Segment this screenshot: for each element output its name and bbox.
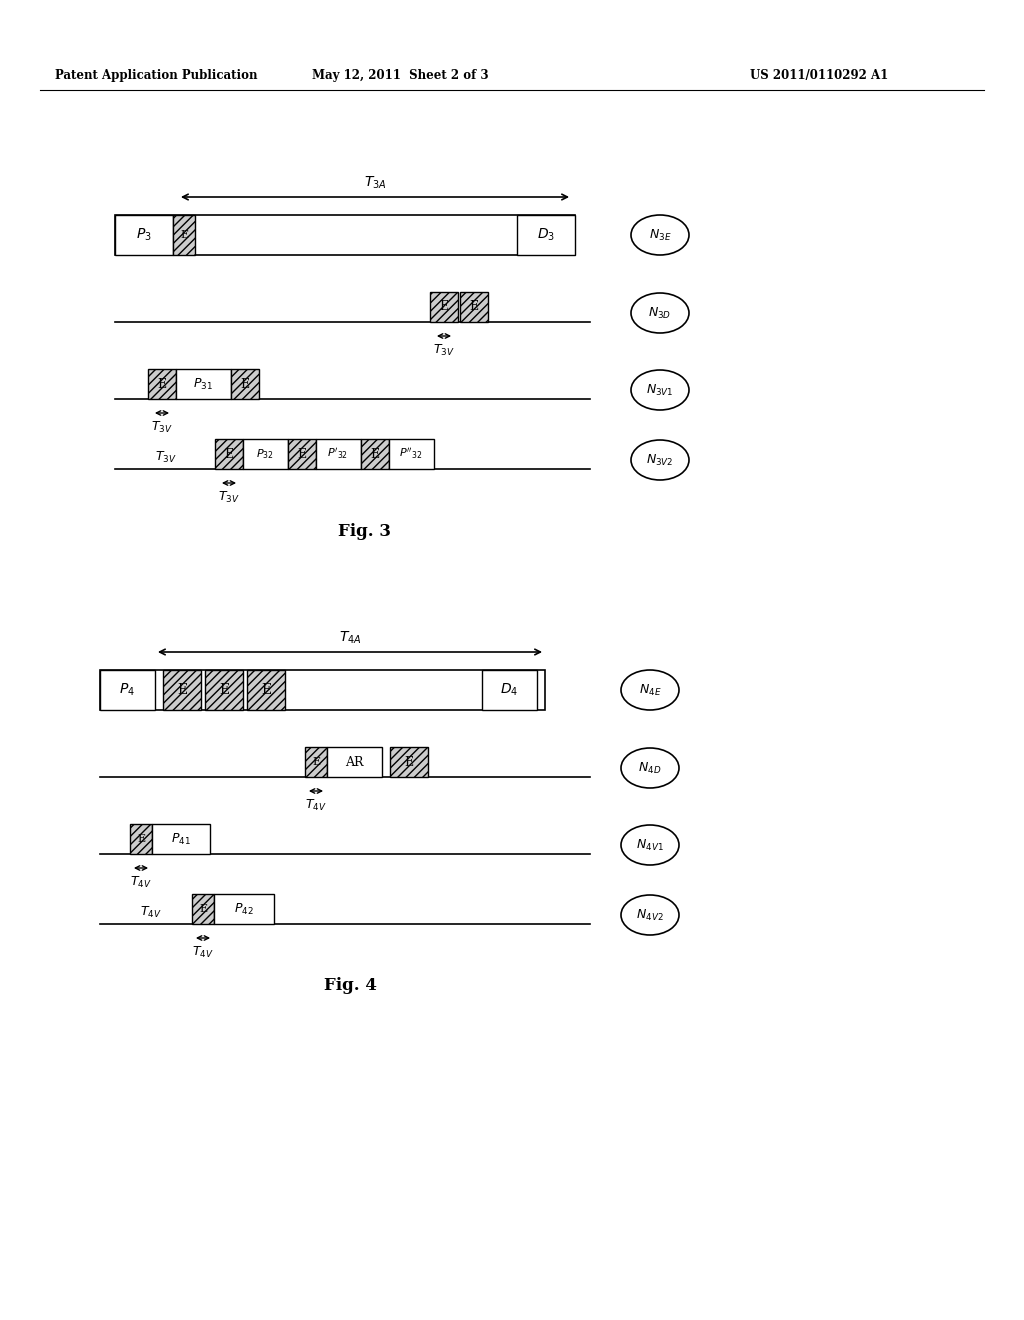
Text: $N$$_{3V2}$: $N$$_{3V2}$ <box>646 453 674 467</box>
Bar <box>361 440 389 469</box>
Text: $P_3$: $P_3$ <box>136 227 152 243</box>
Text: E: E <box>224 447 233 461</box>
Bar <box>205 671 243 710</box>
Text: $N$$_{4E}$: $N$$_{4E}$ <box>639 682 662 697</box>
Text: $T_{3V}$: $T_{3V}$ <box>433 342 455 358</box>
Text: AR: AR <box>345 755 364 768</box>
Text: $D_3$: $D_3$ <box>537 227 555 243</box>
Bar <box>305 747 327 777</box>
Ellipse shape <box>631 215 689 255</box>
Text: E: E <box>219 682 229 697</box>
Text: $P_{41}$: $P_{41}$ <box>171 832 190 846</box>
Bar <box>193 894 214 924</box>
Text: Patent Application Publication: Patent Application Publication <box>55 69 257 82</box>
Bar <box>327 747 382 777</box>
Bar <box>100 671 155 710</box>
Text: $N$$_{4V1}$: $N$$_{4V1}$ <box>636 837 664 853</box>
Text: E: E <box>371 447 380 461</box>
Bar <box>100 671 545 710</box>
Text: $T_{3V}$: $T_{3V}$ <box>218 490 240 504</box>
Text: E: E <box>261 682 271 697</box>
Ellipse shape <box>621 671 679 710</box>
Ellipse shape <box>621 895 679 935</box>
Text: US 2011/0110292 A1: US 2011/0110292 A1 <box>750 69 888 82</box>
Text: $P_{42}$: $P_{42}$ <box>234 902 254 916</box>
Text: $D_4$: $D_4$ <box>500 682 518 698</box>
Bar <box>288 440 316 469</box>
Bar <box>152 824 210 854</box>
Text: $P'_{32}$: $P'_{32}$ <box>328 446 348 462</box>
Text: Fig. 3: Fig. 3 <box>339 523 391 540</box>
Text: $N$$_{4V2}$: $N$$_{4V2}$ <box>636 907 664 923</box>
Bar <box>460 292 488 322</box>
Bar <box>115 215 173 255</box>
Text: $T_{4V}$: $T_{4V}$ <box>140 904 162 920</box>
Bar <box>173 215 195 255</box>
Bar <box>115 215 575 255</box>
Text: E: E <box>297 447 306 461</box>
Bar <box>215 440 243 469</box>
Bar <box>130 824 152 854</box>
Text: $T_{3A}$: $T_{3A}$ <box>364 174 386 191</box>
Text: E: E <box>241 378 250 391</box>
Text: E: E <box>180 230 188 240</box>
Text: $T_{4V}$: $T_{4V}$ <box>193 944 214 960</box>
Text: $N$$_{4D}$: $N$$_{4D}$ <box>638 760 662 776</box>
Bar <box>316 440 361 469</box>
Text: $N$$_{3E}$: $N$$_{3E}$ <box>649 227 672 243</box>
Text: E: E <box>404 755 414 768</box>
Text: E: E <box>312 756 321 767</box>
Text: $P_4$: $P_4$ <box>119 682 135 698</box>
Bar <box>482 671 537 710</box>
Text: $T_{3V}$: $T_{3V}$ <box>155 449 176 465</box>
Text: $P_{32}$: $P_{32}$ <box>256 447 273 461</box>
Text: $T_{4A}$: $T_{4A}$ <box>339 630 361 647</box>
Bar <box>214 894 274 924</box>
Text: $N$$_{3D}$: $N$$_{3D}$ <box>648 305 672 321</box>
Bar <box>148 370 176 399</box>
Bar <box>231 370 259 399</box>
Bar <box>390 747 428 777</box>
Ellipse shape <box>621 748 679 788</box>
Text: $T_{4V}$: $T_{4V}$ <box>130 874 152 890</box>
Bar <box>163 671 201 710</box>
Bar <box>176 370 231 399</box>
Bar <box>430 292 458 322</box>
Text: E: E <box>158 378 167 391</box>
Text: E: E <box>137 834 145 843</box>
Text: $T_{3V}$: $T_{3V}$ <box>152 420 173 434</box>
Bar <box>247 671 285 710</box>
Ellipse shape <box>631 370 689 411</box>
Text: E: E <box>199 904 207 913</box>
Text: $P''_{32}$: $P''_{32}$ <box>399 446 423 462</box>
Ellipse shape <box>621 825 679 865</box>
Ellipse shape <box>631 440 689 480</box>
Text: E: E <box>439 301 449 314</box>
Bar <box>389 440 434 469</box>
Text: E: E <box>177 682 187 697</box>
Text: Fig. 4: Fig. 4 <box>324 978 377 994</box>
Bar <box>517 215 575 255</box>
Ellipse shape <box>631 293 689 333</box>
Text: May 12, 2011  Sheet 2 of 3: May 12, 2011 Sheet 2 of 3 <box>311 69 488 82</box>
Text: $P_{31}$: $P_{31}$ <box>194 376 213 392</box>
Bar <box>243 440 288 469</box>
Text: $T_{4V}$: $T_{4V}$ <box>305 797 327 813</box>
Text: E: E <box>469 301 478 314</box>
Text: $N$$_{3V1}$: $N$$_{3V1}$ <box>646 383 674 397</box>
